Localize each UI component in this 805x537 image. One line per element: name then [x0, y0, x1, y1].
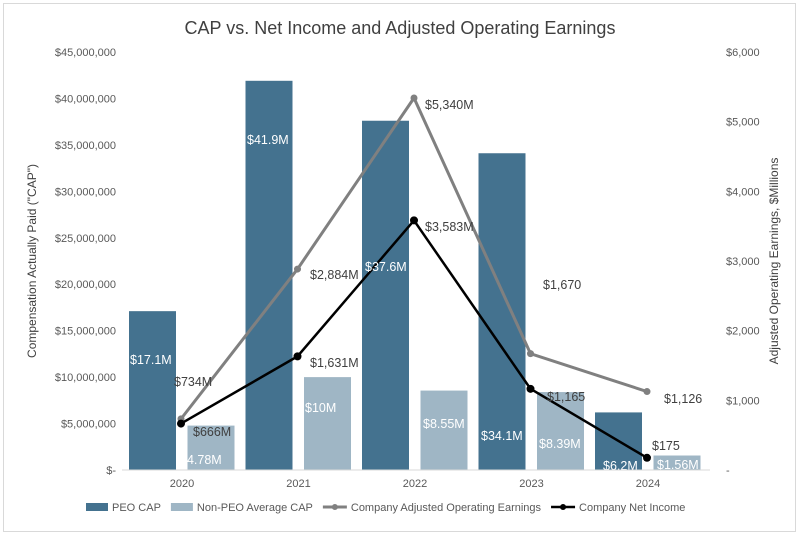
y-right-tick-label: $5,000 [726, 117, 760, 129]
peo-cap-bar [478, 153, 526, 470]
y-left-tick-label: $35,000,000 [55, 140, 116, 152]
data-label: $34.1M [481, 429, 523, 443]
data-label: $8.39M [539, 437, 581, 451]
y-left-tick-label: $10,000,000 [55, 372, 116, 384]
y-left-tick-label: $- [106, 465, 116, 477]
data-label: $4.78M [180, 453, 222, 467]
net-income-point [643, 453, 651, 462]
data-label: $1,670 [543, 278, 581, 292]
peo-cap-bar [362, 120, 409, 470]
data-label: $3,583M [425, 220, 474, 234]
x-tick-label: 2020 [170, 478, 194, 490]
y-axis-left-title: Compensation Actually Paid ("CAP") [25, 164, 39, 358]
data-label: $10M [305, 401, 336, 415]
adjusted-operating-earnings-point [643, 388, 651, 396]
data-label: $37.6M [365, 260, 407, 274]
data-label: $41.9M [247, 133, 289, 147]
x-tick-label: 2023 [519, 478, 543, 490]
data-label: $8.55M [423, 417, 465, 431]
x-tick-label: 2021 [286, 478, 310, 490]
data-label: $1,126 [664, 392, 702, 406]
adjusted-operating-earnings-point [294, 265, 301, 273]
y-right-tick-label: $6,000 [726, 47, 760, 59]
y-right-tick-label: $1,000 [726, 395, 760, 407]
y-right-tick-label: - [726, 465, 730, 477]
chart-frame [3, 3, 796, 532]
chart-title: CAP vs. Net Income and Adjusted Operatin… [185, 18, 616, 38]
non-peo-cap-bar [187, 425, 235, 470]
non-peo-cap-bar [537, 392, 584, 470]
net-income-point [177, 419, 185, 428]
x-tick-label: 2024 [636, 478, 660, 490]
peo-cap-bar [245, 80, 293, 470]
data-label: $5,340M [425, 98, 474, 112]
data-label: $17.1M [130, 353, 172, 367]
y-left-tick-label: $15,000,000 [55, 326, 116, 338]
data-label: $1,165 [547, 390, 585, 404]
y-left-tick-label: $40,000,000 [55, 93, 116, 105]
adjusted-operating-earnings-point [410, 94, 418, 102]
net-income-point [526, 384, 535, 393]
peo-cap-bar [129, 311, 176, 470]
legend-marker [331, 504, 338, 510]
y-axis-right-title: Adjusted Operating Earnings, $Millions [767, 158, 781, 365]
non-peo-cap-bar [304, 377, 351, 470]
legend-label: PEO CAP [112, 502, 161, 514]
legend-label: Non-PEO Average CAP [197, 502, 313, 514]
net-income-point [293, 352, 302, 361]
y-left-tick-label: $45,000,000 [55, 47, 116, 59]
data-label: $734M [174, 375, 212, 389]
y-right-tick-label: $4,000 [726, 186, 760, 198]
y-right-tick-label: $3,000 [726, 256, 760, 268]
legend-label: Company Adjusted Operating Earnings [351, 502, 542, 514]
y-left-tick-label: $25,000,000 [55, 233, 116, 245]
y-left-tick-label: $30,000,000 [55, 186, 116, 198]
data-label: $666M [193, 425, 231, 439]
data-label: $2,884M [310, 268, 359, 282]
legend-label: Company Net Income [579, 502, 685, 514]
legend-swatch [86, 503, 108, 511]
data-label: $6.2M [603, 459, 638, 473]
data-label: $175 [652, 439, 680, 453]
legend-marker [560, 504, 567, 510]
net-income-point [410, 216, 418, 225]
y-left-tick-label: $5,000,000 [61, 419, 116, 431]
non-peo-cap-bar [420, 390, 468, 470]
x-tick-label: 2022 [403, 478, 427, 490]
y-left-tick-label: $20,000,000 [55, 279, 116, 291]
y-right-tick-label: $2,000 [726, 326, 760, 338]
adjusted-operating-earnings-point [527, 350, 534, 358]
data-label: $1,631M [310, 356, 359, 370]
data-label: $1.56M [657, 458, 699, 472]
legend-swatch [170, 503, 193, 511]
non-peo-cap-bar [653, 455, 701, 470]
